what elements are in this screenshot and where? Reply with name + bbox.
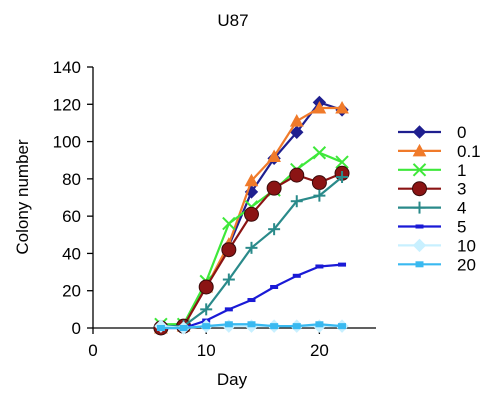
x-stroke: [312, 146, 327, 160]
data-point: [338, 323, 347, 330]
x-tick-label: 10: [197, 341, 216, 360]
series-20: [156, 321, 347, 331]
legend-item: 4: [398, 199, 466, 218]
legend-marker: [412, 143, 427, 157]
legend-label: 20: [457, 255, 476, 274]
data-point: [247, 298, 256, 303]
y-tick-label: 80: [62, 170, 81, 189]
data-point: [292, 323, 301, 330]
x-axis-label: Day: [217, 370, 248, 389]
legend-marker: [412, 125, 427, 139]
data-point: [243, 206, 259, 222]
data-point: [224, 321, 233, 328]
data-point: [312, 100, 327, 114]
data-point: [267, 149, 281, 162]
legend-item: 20: [398, 255, 476, 274]
data-point: [292, 273, 301, 278]
data-point: [266, 180, 282, 196]
data-point: [202, 323, 211, 330]
x-tick-label: 20: [310, 341, 329, 360]
legend-label: 5: [457, 218, 466, 237]
legend-label: 3: [457, 180, 466, 199]
data-point: [244, 173, 259, 187]
legend-item: 1: [398, 161, 466, 180]
axes: 0 20 40 60 80 100 120 140 0 10 20: [53, 58, 376, 360]
data-point: [222, 216, 236, 231]
legend-marker: [413, 201, 426, 214]
data-point: [156, 325, 165, 331]
chart-title: U87: [217, 11, 248, 30]
legend-marker: [412, 181, 427, 197]
legend-label: 4: [457, 199, 466, 218]
legend-label: 0: [457, 123, 466, 142]
legend-label: 1: [457, 161, 466, 180]
data-point: [315, 264, 324, 269]
data-point: [268, 223, 281, 236]
legend-label: 10: [457, 236, 476, 255]
legend-item: 0: [398, 123, 466, 142]
data-point: [315, 321, 324, 328]
data-point: [290, 125, 304, 139]
data-point: [270, 284, 279, 289]
data-point: [313, 189, 326, 202]
legend-item: 3: [398, 180, 466, 199]
data-point: [198, 279, 214, 295]
data-point: [335, 155, 349, 169]
data-point: [247, 321, 256, 328]
data-point: [221, 242, 237, 258]
data-point: [200, 303, 213, 316]
y-tick-label: 140: [53, 58, 81, 77]
data-point: [312, 146, 327, 160]
data-point: [245, 241, 258, 254]
x-stroke: [335, 155, 349, 169]
series-group: [153, 95, 350, 336]
x-tick-label: 0: [88, 341, 97, 360]
data-point: [290, 195, 303, 208]
data-point: [338, 262, 347, 267]
y-tick-label: 40: [62, 244, 81, 263]
y-tick-label: 20: [62, 282, 81, 301]
data-point: [336, 170, 349, 183]
y-tick-label: 60: [62, 207, 81, 226]
x-stroke: [222, 216, 236, 231]
data-point: [335, 100, 349, 114]
legend-item: 10: [398, 236, 476, 255]
legend-marker: [415, 261, 424, 268]
y-tick-label: 100: [53, 133, 81, 152]
data-point: [179, 325, 188, 331]
legend-marker: [415, 224, 424, 229]
data-point: [289, 114, 304, 127]
x-stroke: [412, 163, 427, 177]
y-tick-label: 120: [53, 95, 81, 114]
legend-label: 0.1: [457, 142, 481, 161]
y-axis-label: Colony number: [13, 139, 32, 255]
y-tick-label: 0: [72, 319, 81, 338]
legend-item: 0.1: [398, 142, 481, 161]
legend-item: 5: [398, 218, 466, 237]
data-point: [311, 175, 327, 191]
data-point: [270, 323, 279, 330]
legend-marker: [412, 238, 427, 253]
data-point: [289, 167, 305, 183]
data-point: [222, 273, 235, 286]
legend-marker: [412, 163, 427, 177]
data-point: [224, 307, 233, 312]
